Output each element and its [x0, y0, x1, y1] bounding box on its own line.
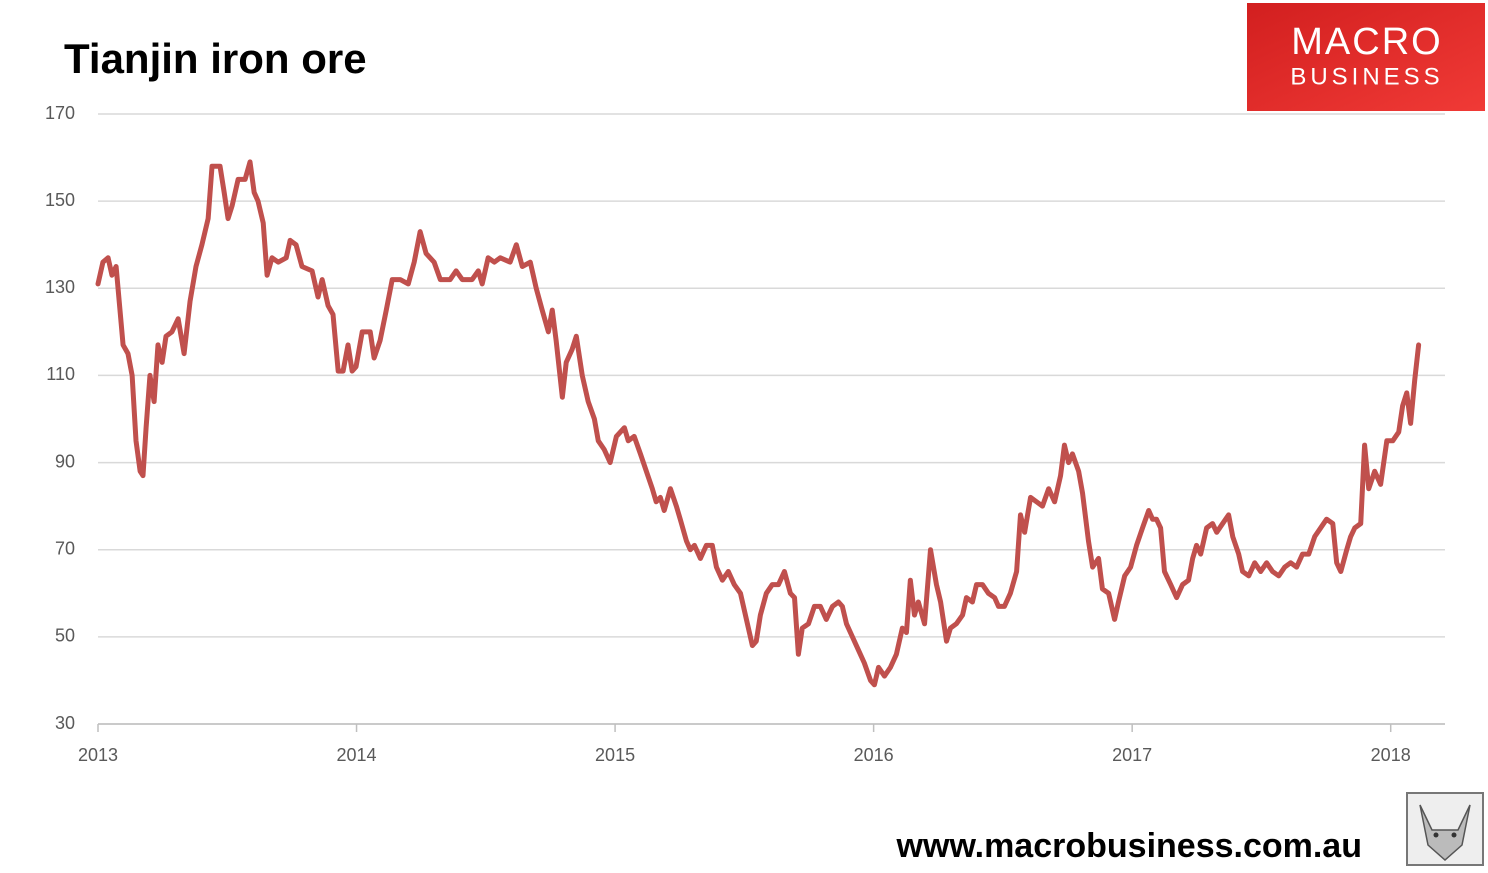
y-tick-label: 170 [45, 103, 75, 123]
x-tick-label: 2016 [854, 745, 894, 765]
data-line [95, 159, 1422, 688]
y-tick-label: 30 [55, 713, 75, 733]
y-tick-label: 110 [46, 364, 75, 384]
y-tick-label: 50 [55, 626, 75, 646]
x-tick-label: 2017 [1112, 745, 1152, 765]
x-tick-label: 2013 [78, 745, 118, 765]
y-tick-label: 130 [45, 277, 75, 297]
x-tick-label: 2014 [337, 745, 377, 765]
x-tick-label: 2015 [595, 745, 635, 765]
x-tick-label: 2018 [1371, 745, 1411, 765]
fox-icon [1406, 792, 1484, 866]
logo-text: BUSINESS [1290, 63, 1443, 90]
footer-url: www.macrobusiness.com.au [896, 827, 1362, 865]
logo-text: MACRO [1291, 21, 1442, 63]
y-tick-label: 90 [55, 451, 75, 471]
chart-title: Tianjin iron ore [64, 35, 367, 82]
y-tick-label: 150 [45, 190, 75, 210]
logo-box [1247, 3, 1485, 111]
y-tick-label: 70 [55, 538, 75, 558]
